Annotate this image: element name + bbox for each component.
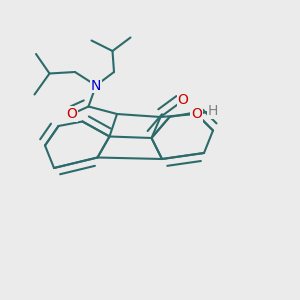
Text: O: O (178, 94, 188, 107)
Text: O: O (191, 107, 202, 121)
Text: H: H (208, 104, 218, 118)
Text: N: N (91, 79, 101, 92)
Text: O: O (67, 107, 77, 121)
